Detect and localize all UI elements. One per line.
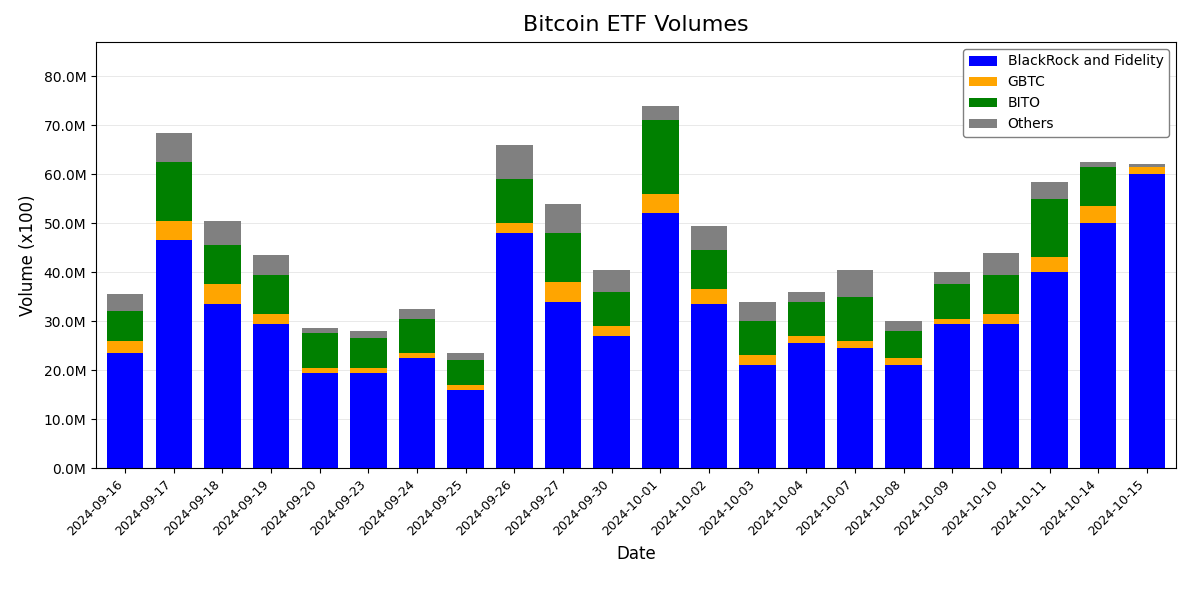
Bar xyxy=(886,365,922,468)
Bar xyxy=(1128,174,1165,468)
Bar xyxy=(739,321,776,355)
Bar xyxy=(1031,199,1068,257)
Bar xyxy=(642,194,678,214)
Bar xyxy=(983,314,1019,323)
Bar xyxy=(253,275,289,314)
Bar xyxy=(691,289,727,304)
Bar xyxy=(204,284,241,304)
Bar xyxy=(496,223,533,233)
Bar xyxy=(691,250,727,289)
Bar xyxy=(301,328,338,334)
Bar xyxy=(1031,182,1068,199)
Bar xyxy=(1080,206,1116,223)
Bar xyxy=(788,343,824,468)
Bar xyxy=(398,319,436,353)
Bar xyxy=(836,341,874,348)
Bar xyxy=(496,233,533,468)
Bar xyxy=(983,323,1019,468)
Bar xyxy=(545,282,581,302)
Bar xyxy=(934,272,971,284)
Bar xyxy=(253,314,289,323)
Bar xyxy=(448,389,484,468)
Bar xyxy=(886,331,922,358)
Bar xyxy=(1080,223,1116,468)
Bar xyxy=(886,358,922,365)
Bar xyxy=(788,336,824,343)
Bar xyxy=(691,304,727,468)
Bar xyxy=(934,319,971,323)
Bar xyxy=(301,334,338,368)
Bar xyxy=(739,302,776,321)
Bar xyxy=(642,106,678,121)
Bar xyxy=(107,353,144,468)
Bar xyxy=(886,321,922,331)
Bar xyxy=(594,269,630,292)
Bar xyxy=(836,269,874,296)
Bar xyxy=(496,179,533,223)
Bar xyxy=(1128,167,1165,174)
Bar xyxy=(107,341,144,353)
Bar xyxy=(301,373,338,468)
Bar xyxy=(253,255,289,275)
Bar xyxy=(398,358,436,468)
Bar xyxy=(1128,164,1165,167)
Bar xyxy=(983,275,1019,314)
Bar xyxy=(788,292,824,302)
Bar xyxy=(156,241,192,468)
Bar xyxy=(204,245,241,284)
Bar xyxy=(350,368,386,373)
Bar xyxy=(934,323,971,468)
Bar xyxy=(545,233,581,282)
Y-axis label: Volume (x100): Volume (x100) xyxy=(18,194,36,316)
Bar xyxy=(788,302,824,336)
Bar xyxy=(642,121,678,194)
Bar xyxy=(983,253,1019,275)
Bar xyxy=(350,338,386,368)
Bar xyxy=(934,284,971,319)
Bar xyxy=(836,348,874,468)
Bar xyxy=(448,353,484,360)
Bar xyxy=(301,368,338,373)
Title: Bitcoin ETF Volumes: Bitcoin ETF Volumes xyxy=(523,15,749,35)
Bar xyxy=(594,292,630,326)
Bar xyxy=(204,304,241,468)
Bar xyxy=(448,385,484,389)
Bar xyxy=(107,294,144,311)
Bar xyxy=(1080,162,1116,167)
Bar xyxy=(836,296,874,341)
Bar xyxy=(107,311,144,341)
Bar xyxy=(1031,272,1068,468)
Bar xyxy=(642,214,678,468)
Bar xyxy=(1031,257,1068,272)
Bar xyxy=(204,221,241,245)
Bar xyxy=(156,221,192,241)
Bar xyxy=(739,365,776,468)
Bar xyxy=(156,133,192,162)
Bar xyxy=(253,323,289,468)
Bar xyxy=(691,226,727,250)
Bar xyxy=(594,336,630,468)
Bar xyxy=(1080,167,1116,206)
Bar xyxy=(594,326,630,336)
Bar xyxy=(448,360,484,385)
Legend: BlackRock and Fidelity, GBTC, BITO, Others: BlackRock and Fidelity, GBTC, BITO, Othe… xyxy=(964,49,1169,137)
Bar xyxy=(156,162,192,221)
Bar xyxy=(398,353,436,358)
Bar xyxy=(545,203,581,233)
Bar xyxy=(350,373,386,468)
Bar xyxy=(398,309,436,319)
Bar xyxy=(496,145,533,179)
Bar xyxy=(350,331,386,338)
Bar xyxy=(739,355,776,365)
X-axis label: Date: Date xyxy=(616,545,656,563)
Bar xyxy=(545,302,581,468)
